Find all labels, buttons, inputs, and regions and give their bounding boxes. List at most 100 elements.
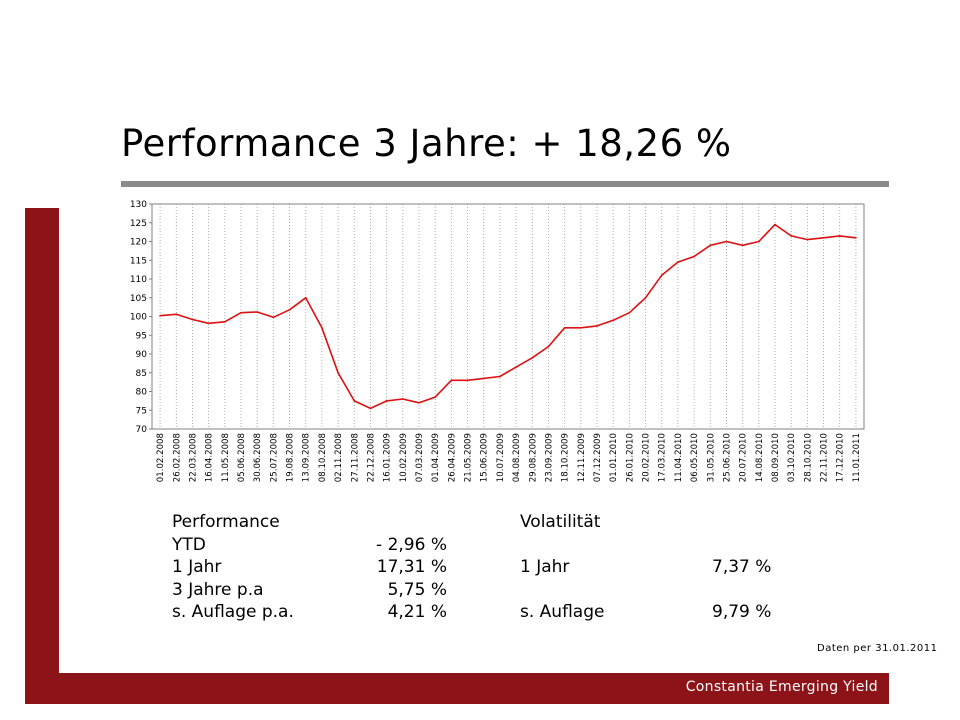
page-title: Performance 3 Jahre: + 18,26 % <box>121 122 732 165</box>
volatility-label: 1 Jahr <box>520 557 570 577</box>
volatility-heading: Volatilität <box>520 512 601 532</box>
data-point <box>401 398 404 400</box>
data-point <box>175 313 178 316</box>
volatility-row-auflage: s. Auflage 9,79 % <box>520 601 800 624</box>
data-point <box>288 308 291 311</box>
x-tick-label: 11.04.2010 <box>674 433 684 482</box>
data-point <box>790 234 793 237</box>
y-tick-label: 105 <box>130 294 147 304</box>
x-tick-label: 04.08.2009 <box>512 433 522 482</box>
x-tick-label: 26.01.2010 <box>625 433 635 482</box>
x-tick-label: 26.04.2009 <box>447 433 457 482</box>
data-point <box>256 311 259 313</box>
performance-line-chart: 01.02.2008 26.02.2008 22.03.2008 16.04.2008… <box>130 200 865 482</box>
x-tick-label: 31.05.2010 <box>706 433 716 482</box>
data-point <box>757 240 760 243</box>
x-tick-label: 10.02.2009 <box>399 433 409 482</box>
x-tick-label: 08.09.2010 <box>771 433 781 482</box>
data-point <box>191 318 194 321</box>
data-point <box>515 366 517 369</box>
performance-label: YTD <box>172 534 206 555</box>
y-tick-label: 70 <box>136 425 148 435</box>
data-point <box>450 379 453 382</box>
performance-label: s. Auflage p.a. <box>172 602 294 622</box>
x-tick-label: 07.12.2009 <box>593 433 603 482</box>
x-tick-label: 16.01.2009 <box>383 433 393 482</box>
x-tick-label: 19.08.2008 <box>286 433 296 482</box>
x-tick-label: 06.05.2010 <box>690 433 700 482</box>
x-tick-label: 11.05.2008 <box>221 433 231 482</box>
data-date-note: Daten per 31.01.2011 <box>817 643 938 654</box>
x-tick-label: 15.06.2009 <box>480 433 490 482</box>
data-point <box>596 324 598 327</box>
performance-row-auflage: s. Auflage p.a. 4,21 % <box>172 601 462 624</box>
performance-row-3-jahre: 3 Jahre p.a 5,75 % <box>172 579 462 602</box>
x-tick-label: 01.02.2008 <box>156 433 166 482</box>
x-tick-label: 01.04.2009 <box>431 433 441 482</box>
data-point <box>304 296 307 299</box>
data-point <box>774 223 776 226</box>
x-tick-label: 18.10.2009 <box>561 433 571 482</box>
data-point <box>321 326 323 329</box>
data-point <box>434 396 437 399</box>
series-line <box>160 223 856 410</box>
performance-row-1-jahr: 1 Jahr 17,31 % <box>172 556 462 579</box>
data-point <box>240 311 242 314</box>
volatility-row-1-jahr: 1 Jahr 7,37 % <box>520 556 800 579</box>
data-point <box>838 234 841 237</box>
data-point <box>159 314 161 317</box>
fund-name: Constantia Emerging Yield <box>685 679 878 695</box>
y-tick-label: 95 <box>136 331 147 341</box>
x-tick-label: 05.06.2008 <box>237 433 247 482</box>
x-tick-label: 10.07.2009 <box>496 433 506 482</box>
x-tick-label: 27.11.2008 <box>350 433 360 482</box>
title-divider <box>121 181 889 187</box>
x-tick-label: 26.02.2008 <box>172 433 182 482</box>
x-tick-label: 23.09.2009 <box>544 433 554 482</box>
data-point <box>466 379 469 382</box>
data-point <box>482 377 485 380</box>
performance-value: - 2,96 % <box>376 534 447 555</box>
x-tick-label: 02.11.2008 <box>334 433 344 482</box>
x-tick-label: 20.07.2010 <box>739 433 749 482</box>
data-point <box>499 375 501 378</box>
performance-row-ytd: YTD - 2,96 % <box>172 534 462 557</box>
data-point <box>822 236 825 239</box>
performance-table: Performance YTD - 2,96 % 1 Jahr 17,31 % … <box>172 511 462 624</box>
x-tick-label: 21.05.2009 <box>464 433 474 482</box>
data-point <box>337 371 339 374</box>
data-point <box>223 320 226 323</box>
x-tick-label: 25.06.2010 <box>722 433 732 482</box>
performance-heading: Performance <box>172 512 280 532</box>
data-point <box>855 236 857 239</box>
y-tick-label: 125 <box>130 219 147 229</box>
x-tick-label: 20.02.2010 <box>642 433 652 482</box>
y-tick-label: 75 <box>136 406 147 416</box>
data-point <box>660 274 663 277</box>
y-tick-label: 115 <box>130 256 147 266</box>
data-point <box>806 238 809 241</box>
volatility-table: Volatilität 1 Jahr 7,37 % s. Auflage 9,7… <box>520 511 800 624</box>
x-tick-label: 17.12.2010 <box>836 433 846 482</box>
volatility-label: s. Auflage <box>520 602 605 622</box>
volatility-value: 9,79 % <box>712 602 772 622</box>
x-tick-label: 28.10.2010 <box>803 433 813 482</box>
x-tick-label: 11.01.2011 <box>852 433 862 482</box>
x-tick-label: 17.03.2010 <box>658 433 668 482</box>
y-tick-label: 80 <box>136 388 148 398</box>
x-tick-label: 29.08.2009 <box>528 433 538 482</box>
volatility-value: 7,37 % <box>712 557 772 577</box>
x-tick-label: 12.11.2009 <box>577 433 587 482</box>
left-accent-bar <box>25 208 59 704</box>
data-point <box>353 399 356 402</box>
data-point <box>612 319 615 322</box>
y-tick-label: 120 <box>130 238 147 248</box>
x-tick-label: 30.06.2008 <box>253 433 263 482</box>
data-point <box>547 345 550 348</box>
x-tick-label: 01.01.2010 <box>609 433 619 482</box>
performance-label: 3 Jahre p.a <box>172 579 264 600</box>
y-tick-label: 85 <box>136 369 147 379</box>
x-tick-label: 16.04.2008 <box>205 433 215 482</box>
performance-value: 5,75 % <box>387 579 447 600</box>
footer-bar <box>25 673 889 704</box>
